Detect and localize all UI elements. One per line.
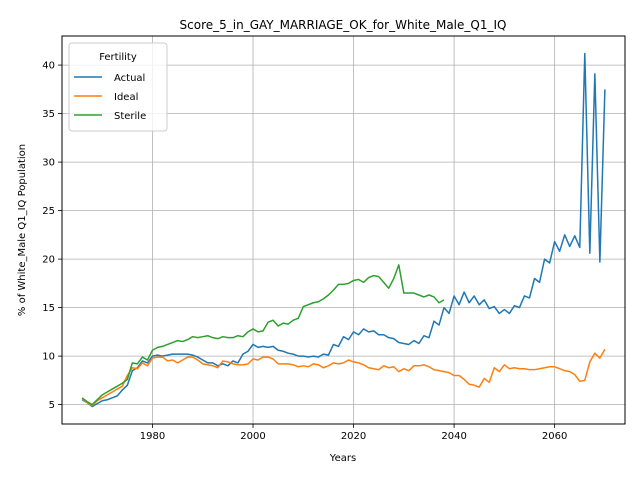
x-axis-ticks: 1980 2000 2020 2040 2060	[140, 424, 567, 442]
x-tick-label: 2000	[240, 431, 265, 442]
legend-label-sterile: Sterile	[114, 111, 146, 122]
chart-title: Score_5_in_GAY_MARRIAGE_OK_for_White_Mal…	[180, 18, 507, 32]
legend-box	[68, 42, 168, 132]
series-line-ideal	[81, 348, 606, 407]
x-axis-label: Years	[329, 453, 356, 464]
y-tick-label: 5	[49, 400, 55, 411]
x-tick-label: 1980	[140, 431, 165, 442]
legend-label-ideal: Ideal	[114, 92, 138, 103]
y-tick-label: 30	[42, 158, 55, 169]
legend-items: Actual Ideal Sterile	[74, 73, 146, 122]
legend-label-actual: Actual	[114, 73, 145, 84]
y-tick-label: 40	[42, 61, 55, 72]
series-layer	[81, 52, 606, 408]
legend: Fertility Actual Ideal Sterile	[68, 42, 168, 132]
legend-title: Fertility	[99, 52, 137, 63]
plot-area-frame	[61, 35, 626, 425]
y-tick-label: 35	[42, 109, 55, 120]
x-tick-label: 2040	[441, 431, 466, 442]
x-tick-label: 2060	[542, 431, 567, 442]
y-tick-label: 10	[42, 352, 55, 363]
y-axis-label: % of White_Male Q1_IQ Population	[17, 144, 28, 316]
x-tick-label: 2020	[341, 431, 366, 442]
y-tick-label: 15	[42, 303, 55, 314]
series-line-sterile	[81, 264, 445, 406]
series-line-actual	[81, 52, 606, 408]
y-tick-label: 20	[42, 255, 55, 266]
y-tick-label: 25	[42, 206, 55, 217]
y-axis-ticks: 5 10 15 20 25 30 35 40	[42, 61, 62, 411]
